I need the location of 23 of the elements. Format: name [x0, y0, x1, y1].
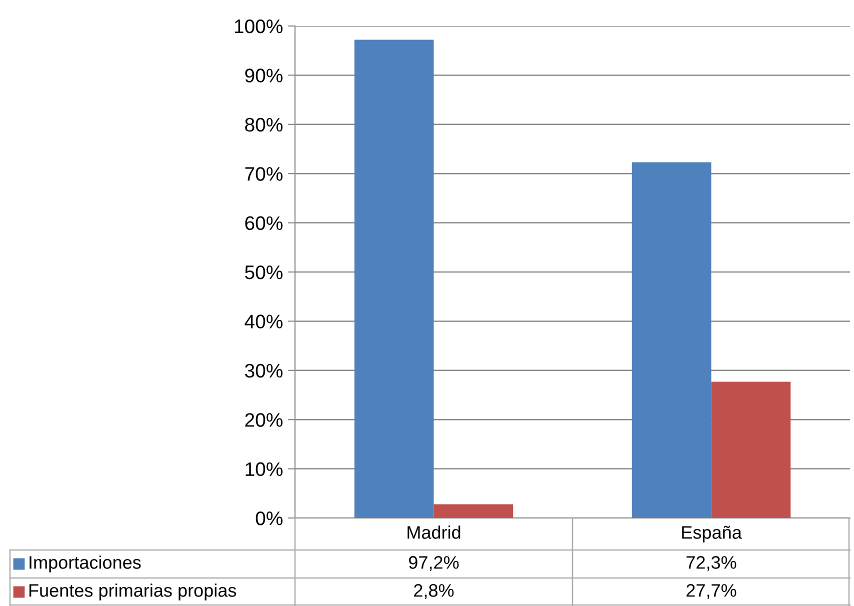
y-tick-label: 20%: [245, 413, 283, 427]
bar: [434, 504, 514, 518]
legend-label: Importaciones: [30, 556, 141, 572]
y-tick-label: 90%: [245, 68, 283, 82]
y-tick-label: 70%: [245, 167, 283, 181]
y-tick-label: 50%: [245, 265, 283, 280]
bar: [711, 382, 791, 518]
data-label: 27,7%: [686, 584, 736, 599]
bar: [354, 40, 434, 518]
legend-label: Fuentes primarias propias: [29, 584, 236, 600]
y-tick-label: 10%: [246, 462, 283, 476]
y-tick-label: 80%: [245, 118, 283, 132]
y-tick-label: 0%: [256, 511, 283, 526]
y-tick-label: 40%: [244, 314, 283, 328]
x-tick-label: Madrid: [408, 526, 460, 539]
data-label: 97,2%: [409, 556, 459, 571]
bar: [632, 162, 712, 518]
y-tick-label: 30%: [245, 364, 283, 378]
y-tick-label: 100%: [234, 19, 283, 34]
data-label: 2,8%: [414, 584, 454, 599]
y-tick-label: 60%: [245, 216, 283, 230]
data-label: 72,3%: [686, 556, 736, 571]
x-tick-label: España: [682, 526, 742, 542]
